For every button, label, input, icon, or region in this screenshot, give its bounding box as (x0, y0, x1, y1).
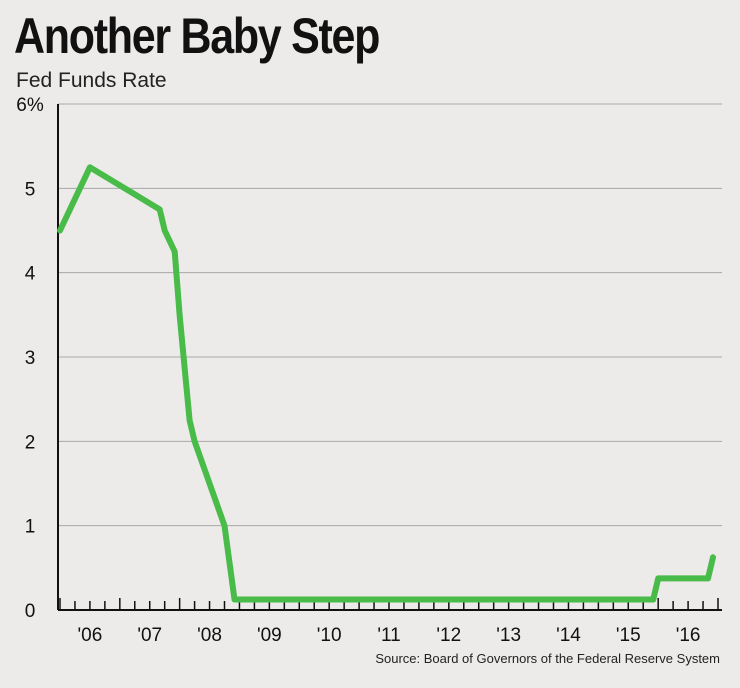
y-tick-label: 1 (25, 517, 36, 538)
y-tick-label: 5 (25, 179, 36, 200)
x-tick-label: '16 (676, 625, 701, 646)
x-tick-label: '13 (496, 625, 521, 646)
y-tick-label: 2 (25, 432, 36, 453)
x-axis: '06 '07 '08 '09 '10 '11 '12 '13 '14 '15 '16 (57, 104, 722, 646)
x-tick-label: '14 (556, 625, 581, 646)
x-tick-label: '09 (257, 625, 282, 646)
x-tick-label: '12 (436, 625, 461, 646)
chart-title: Another Baby Step (14, 8, 380, 64)
gridlines (58, 103, 722, 527)
y-tick-label: 4 (25, 264, 36, 285)
chart-subtitle: Fed Funds Rate (16, 69, 167, 92)
x-tick-label: '06 (78, 625, 103, 646)
x-tick-label: '07 (137, 625, 162, 646)
x-tick-label: '11 (377, 625, 400, 646)
y-tick-label: 3 (25, 348, 36, 369)
x-tick-label: '08 (197, 625, 222, 646)
y-axis-ticks: 0 1 2 3 4 5 6% (16, 95, 44, 622)
x-tick-label: '15 (616, 625, 641, 646)
x-tick-label: '10 (317, 625, 342, 646)
y-tick-label: 0 (25, 601, 36, 622)
series-group (57, 164, 716, 603)
source-note: Source: Board of Governors of the Federa… (375, 651, 720, 666)
fed-funds-rate-line (57, 164, 716, 603)
y-tick-label: 6% (16, 95, 44, 116)
